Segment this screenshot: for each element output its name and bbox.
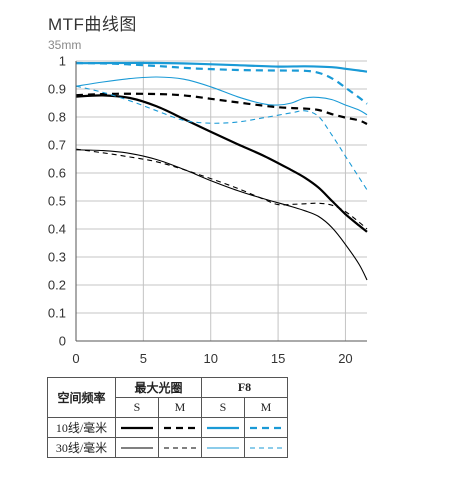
legend-header-frequency: 空间频率: [47, 377, 116, 418]
chart-title: MTF曲线图: [48, 15, 137, 34]
axis-ticks: 00.10.20.30.40.50.60.70.80.910 5 10 15 20: [48, 54, 353, 367]
legend-max-s-label: S: [115, 397, 159, 418]
chart-subtitle: 35mm: [48, 38, 82, 52]
y-tick-label: 0.6: [48, 166, 66, 181]
y-tick-label: 0.7: [48, 138, 66, 153]
plot-frame: [75, 61, 367, 342]
series-line-max-10-M: [75, 92, 368, 125]
series-line-max-10-S: [75, 94, 368, 233]
legend-f8-m-label: M: [244, 397, 288, 418]
legend-row-30-label: 30线/毫米: [47, 437, 116, 458]
legend-max-m-label: M: [158, 397, 202, 418]
legend-f8-s-label: S: [201, 397, 245, 418]
y-tick-label: 0.3: [48, 250, 66, 265]
series-lines: [75, 61, 368, 281]
y-tick-label: 0.4: [48, 222, 66, 237]
series-line-f8-30-M: [75, 85, 368, 191]
y-tick-label: 0: [59, 334, 66, 349]
legend-sample-f8-10-s: [201, 417, 245, 438]
legend-sample-f8-30-s: [201, 437, 245, 458]
legend-sample-f8-30-m: [244, 437, 288, 458]
y-tick-label: 0.9: [48, 82, 66, 97]
x-tick-label: 20: [338, 351, 352, 366]
legend-row-10-label: 10线/毫米: [47, 417, 116, 438]
x-tick-label: 10: [203, 351, 217, 366]
grid: [75, 60, 367, 342]
series-line-max-30-S: [75, 149, 368, 281]
legend-sample-max-30-m: [158, 437, 202, 458]
legend-header-f8: F8: [201, 377, 288, 398]
legend-header-max-aperture: 最大光圈: [115, 377, 202, 398]
mtf-legend-table: 空间频率 最大光圈 F8 S M S M 10线/毫米 30线/毫米: [47, 377, 288, 458]
x-tick-label: 15: [271, 351, 285, 366]
mtf-chart: 00.10.20.30.40.50.60.70.80.910 5 10 15 20: [48, 54, 368, 367]
x-tick-label: 5: [140, 351, 147, 366]
series-line-f8-30-S: [75, 76, 368, 116]
x-tick-label: 0: [72, 351, 79, 366]
y-tick-label: 0.1: [48, 306, 66, 321]
series-line-max-30-M: [75, 148, 368, 230]
y-tick-label: 0.5: [48, 194, 66, 209]
y-tick-label: 0.8: [48, 110, 66, 125]
y-tick-label: 0.2: [48, 278, 66, 293]
series-line-f8-10-S: [75, 61, 368, 73]
legend-sample-max-30-s: [115, 437, 159, 458]
y-tick-label: 1: [59, 54, 66, 69]
legend-sample-max-10-s: [115, 417, 159, 438]
series-line-f8-10-M: [75, 61, 368, 105]
legend-sample-max-10-m: [158, 417, 202, 438]
legend-sample-f8-10-m: [244, 417, 288, 438]
